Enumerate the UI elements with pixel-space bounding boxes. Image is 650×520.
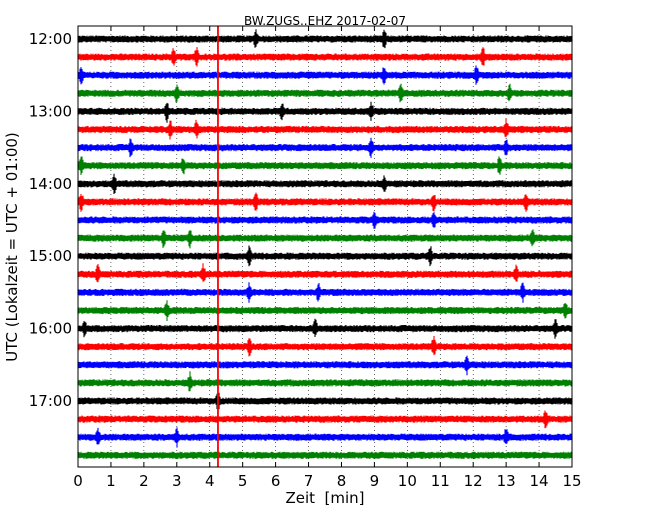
x-tick-label: 1 — [106, 472, 116, 490]
x-tick-label: 15 — [562, 472, 581, 490]
x-tick-label: 11 — [431, 472, 450, 490]
plot-frame — [77, 25, 573, 468]
trace-row-11 — [77, 229, 573, 249]
trace-row-16 — [77, 318, 573, 339]
plot-area — [77, 26, 573, 467]
y-tick-label: 13:00 — [29, 102, 72, 120]
trace-row-14 — [77, 282, 573, 303]
trace-row-12 — [77, 245, 573, 267]
trace-row-2 — [77, 65, 573, 85]
trace-row-1 — [77, 47, 573, 67]
x-tick-label: 5 — [238, 472, 248, 490]
trace-row-20 — [77, 392, 573, 410]
x-tick-label: 9 — [370, 472, 380, 490]
x-axis-ticks: 0 1 2 3 4 5 6 7 8 9 10 11 12 13 14 15 — [73, 26, 582, 490]
y-tick-label: 15:00 — [29, 247, 72, 265]
trace-row-21 — [77, 410, 573, 429]
x-tick-label: 3 — [172, 472, 182, 490]
x-tick-label: 0 — [73, 472, 83, 490]
trace-row-15 — [77, 300, 573, 321]
trace-row-0 — [77, 29, 573, 49]
trace-row-7 — [77, 156, 573, 175]
trace-row-22 — [77, 427, 573, 448]
trace-row-10 — [77, 211, 573, 229]
x-tick-label: 8 — [337, 472, 347, 490]
y-axis-label: UTC (Lokalzeit = UTC + 01:00) — [3, 132, 21, 362]
x-tick-label: 14 — [530, 472, 549, 490]
trace-row-9 — [77, 192, 573, 212]
y-tick-label: 16:00 — [29, 320, 72, 338]
y-axis-ticks: 12:00 13:00 14:00 15:00 16:00 17:00 — [29, 30, 572, 410]
x-tick-label: 12 — [464, 472, 483, 490]
trace-row-5 — [77, 118, 573, 140]
trace-row-23 — [77, 451, 573, 459]
trace-row-4 — [77, 101, 573, 123]
trace-row-13 — [77, 263, 573, 283]
x-tick-label: 13 — [497, 472, 516, 490]
x-axis-label: Zeit [min] — [285, 489, 364, 507]
trace-row-19 — [77, 371, 573, 392]
trace-row-17 — [77, 336, 573, 357]
y-tick-label: 14:00 — [29, 175, 72, 193]
trace-row-18 — [77, 355, 573, 376]
x-tick-label: 6 — [271, 472, 281, 490]
x-tick-label: 2 — [139, 472, 149, 490]
y-tick-label: 17:00 — [29, 392, 72, 410]
trace-row-8 — [77, 173, 573, 194]
x-tick-label: 7 — [304, 472, 314, 490]
trace-row-3 — [77, 83, 573, 103]
trace-row-6 — [77, 137, 573, 158]
x-tick-label: 4 — [205, 472, 215, 490]
y-tick-label: 12:00 — [29, 30, 72, 48]
chart-title: BW.ZUGS..EHZ 2017-02-07 — [244, 14, 406, 28]
x-tick-label: 10 — [398, 472, 417, 490]
